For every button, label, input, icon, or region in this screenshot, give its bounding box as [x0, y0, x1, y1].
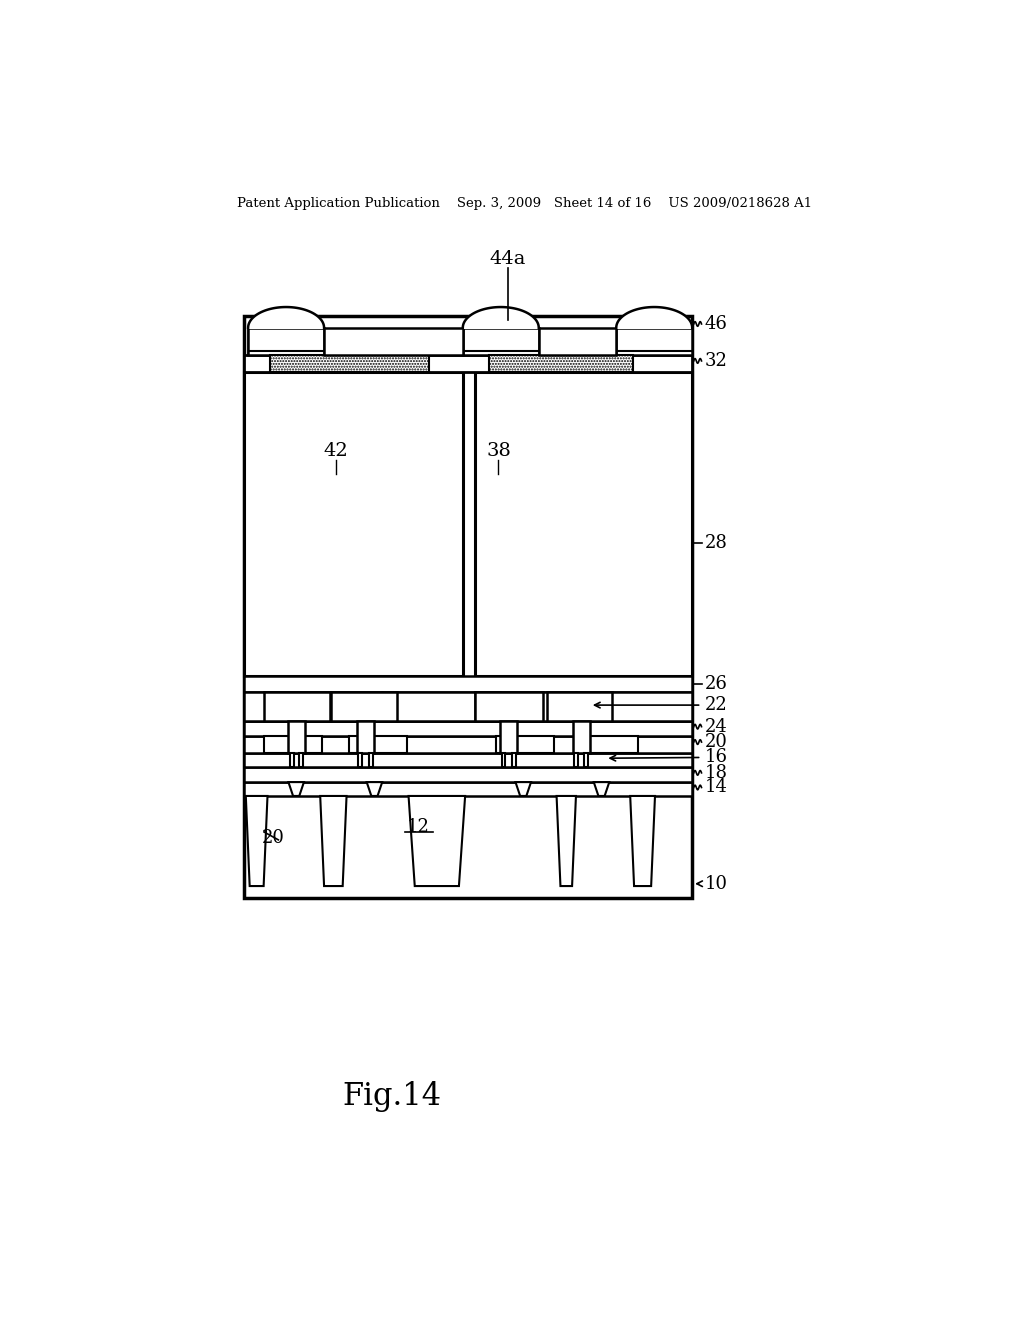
Text: 16: 16	[705, 748, 728, 767]
Bar	[248, 327, 324, 355]
Text: 44a: 44a	[489, 249, 526, 268]
Bar	[331, 692, 397, 721]
Bar	[245, 372, 463, 676]
Polygon shape	[248, 308, 324, 327]
Text: 20: 20	[705, 733, 727, 751]
Bar	[245, 692, 382, 721]
Bar	[572, 721, 590, 752]
Text: 26: 26	[705, 675, 727, 693]
Polygon shape	[367, 781, 382, 796]
Bar	[358, 752, 362, 767]
Bar	[475, 372, 692, 676]
Bar	[245, 737, 692, 752]
Bar	[245, 781, 692, 796]
Bar	[539, 327, 616, 355]
Polygon shape	[321, 796, 346, 886]
Text: 38: 38	[486, 442, 511, 459]
Bar	[502, 752, 506, 767]
Polygon shape	[289, 781, 304, 796]
Bar	[245, 317, 692, 898]
Bar	[245, 721, 692, 737]
Text: Fig.14: Fig.14	[342, 1081, 441, 1111]
Bar	[299, 752, 303, 767]
Text: 22: 22	[705, 696, 727, 714]
Bar	[575, 692, 692, 721]
Bar	[289, 721, 305, 752]
Bar	[349, 737, 407, 752]
Text: 24: 24	[705, 718, 727, 735]
Bar	[270, 355, 429, 372]
Bar	[245, 355, 692, 372]
Bar	[512, 752, 515, 767]
Polygon shape	[616, 308, 692, 327]
Bar	[263, 737, 322, 752]
Text: Patent Application Publication    Sep. 3, 2009   Sheet 14 of 16    US 2009/02186: Patent Application Publication Sep. 3, 2…	[238, 197, 812, 210]
Polygon shape	[246, 796, 267, 886]
Text: 18: 18	[705, 764, 728, 781]
Bar	[382, 692, 500, 721]
Bar	[496, 737, 554, 752]
Polygon shape	[409, 796, 465, 886]
Text: 28: 28	[705, 535, 727, 552]
Bar	[463, 327, 539, 355]
Polygon shape	[630, 796, 655, 886]
Bar	[475, 692, 575, 721]
Text: 20: 20	[262, 829, 285, 846]
Bar	[245, 767, 692, 781]
Text: 32: 32	[705, 352, 727, 370]
Bar	[369, 752, 373, 767]
Bar	[356, 721, 375, 752]
Polygon shape	[594, 781, 609, 796]
Bar	[290, 752, 294, 767]
Bar	[245, 752, 692, 767]
Bar	[324, 327, 463, 355]
Polygon shape	[463, 308, 539, 327]
Text: 14: 14	[705, 779, 727, 796]
Bar	[585, 752, 589, 767]
Text: 46: 46	[705, 315, 727, 333]
Bar	[616, 327, 692, 355]
Bar	[574, 752, 579, 767]
Bar	[547, 692, 612, 721]
Bar	[245, 676, 692, 692]
Text: 12: 12	[408, 818, 430, 836]
Bar	[245, 692, 692, 721]
Text: 10: 10	[705, 875, 728, 892]
Bar	[489, 355, 633, 372]
Polygon shape	[515, 781, 531, 796]
Text: 42: 42	[324, 442, 348, 459]
Polygon shape	[557, 796, 575, 886]
Bar	[475, 692, 543, 721]
Bar	[263, 692, 330, 721]
Bar	[500, 721, 517, 752]
Bar	[580, 737, 638, 752]
